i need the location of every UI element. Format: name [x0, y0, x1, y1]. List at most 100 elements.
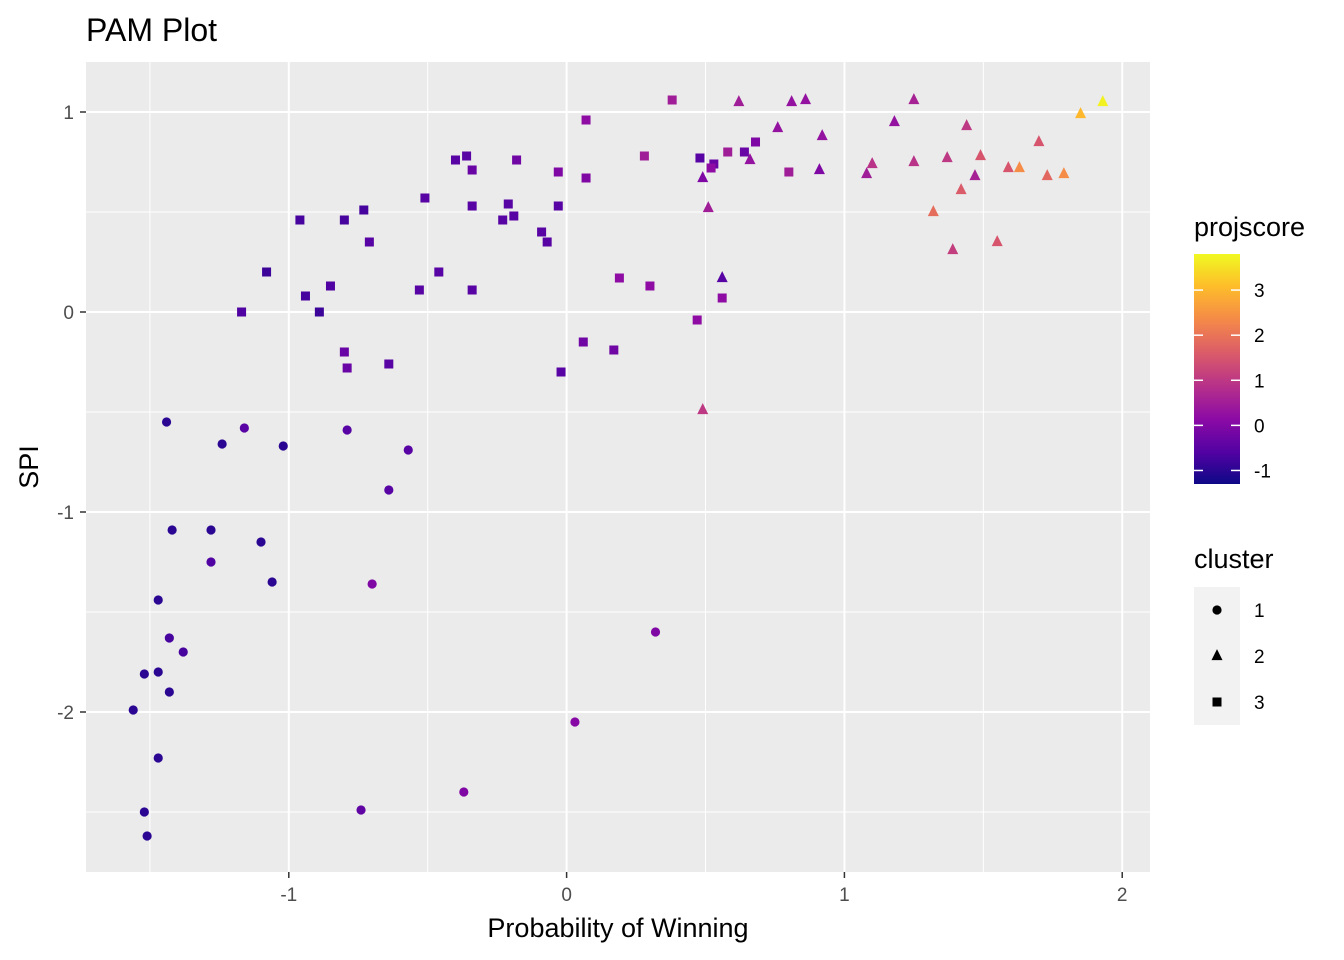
point-cluster-1 [570, 717, 580, 727]
point-cluster-3 [462, 151, 472, 161]
point-cluster-2 [861, 167, 873, 179]
x-tick-label: 1 [839, 885, 850, 906]
point-cluster-2 [888, 115, 900, 127]
point-cluster-3 [503, 199, 513, 209]
point-cluster-1 [356, 805, 366, 815]
point-cluster-2 [744, 153, 756, 165]
point-cluster-3 [498, 215, 508, 225]
point-cluster-2 [908, 155, 920, 167]
point-cluster-3 [614, 273, 624, 283]
point-cluster-3 [420, 193, 430, 203]
point-cluster-1 [459, 787, 469, 797]
point-cluster-3 [581, 115, 591, 125]
point-cluster-2 [941, 151, 953, 163]
shape-legend-label: 3 [1254, 693, 1265, 714]
point-cluster-3 [295, 215, 305, 225]
colorbar-tick-label: 2 [1254, 326, 1265, 347]
legend-key-circle [1212, 605, 1222, 615]
point-cluster-2 [1097, 95, 1109, 107]
point-cluster-2 [800, 93, 812, 105]
point-cluster-3 [609, 345, 619, 355]
point-cluster-1 [167, 525, 177, 535]
point-cluster-1 [161, 417, 172, 427]
point-cluster-2 [697, 171, 709, 183]
point-cluster-3 [414, 285, 424, 295]
point-cluster-3 [553, 167, 563, 177]
point-cluster-1 [153, 667, 163, 677]
point-cluster-2 [908, 93, 920, 105]
point-cluster-2 [702, 201, 714, 213]
colorbar-ticks: 3 2 1 0 -1 [1194, 281, 1271, 482]
point-cluster-3 [509, 211, 519, 221]
point-cluster-1 [256, 537, 266, 547]
point-cluster-1 [142, 831, 152, 841]
point-cluster-2 [991, 235, 1003, 247]
point-cluster-3 [695, 153, 705, 163]
point-cluster-2 [955, 183, 967, 195]
gridlines [86, 62, 1150, 872]
point-cluster-1 [367, 579, 377, 589]
point-cluster-3 [751, 137, 761, 147]
point-cluster-3 [384, 359, 394, 369]
point-cluster-2 [866, 157, 878, 169]
point-cluster-3 [542, 237, 552, 247]
point-cluster-3 [553, 201, 563, 211]
y-tick-label: -1 [57, 503, 74, 524]
x-tick-label: 0 [561, 885, 572, 906]
y-axis-title: SPI [14, 445, 44, 489]
point-cluster-1 [128, 705, 138, 715]
point-cluster-1 [239, 423, 249, 433]
point-cluster-3 [339, 215, 349, 225]
shape-legend: cluster 1 2 3 [1194, 544, 1274, 725]
point-cluster-3 [342, 363, 352, 373]
point-cluster-2 [716, 271, 728, 283]
point-cluster-2 [816, 129, 828, 141]
point-cluster-2 [1033, 135, 1045, 147]
point-cluster-1 [206, 525, 216, 535]
colorbar [1194, 254, 1240, 484]
point-cluster-2 [1013, 161, 1025, 173]
point-cluster-3 [450, 155, 460, 165]
point-cluster-1 [342, 425, 352, 435]
point-cluster-3 [359, 205, 369, 215]
point-cluster-3 [467, 285, 477, 295]
point-cluster-2 [1041, 169, 1053, 181]
point-cluster-1 [164, 687, 174, 697]
point-cluster-2 [961, 119, 973, 131]
point-cluster-2 [697, 403, 709, 415]
y-tick-label: -2 [57, 703, 74, 724]
color-legend: projscore 3 2 1 0 -1 [1194, 212, 1305, 484]
point-cluster-1 [139, 807, 149, 817]
point-cluster-2 [1075, 107, 1087, 119]
point-cluster-3 [645, 281, 655, 291]
point-cluster-3 [467, 165, 477, 175]
point-cluster-2 [786, 95, 798, 107]
point-cluster-2 [969, 169, 981, 181]
point-cluster-3 [314, 307, 324, 317]
point-cluster-3 [639, 151, 649, 161]
point-cluster-3 [692, 315, 702, 325]
legend-key-triangle [1211, 649, 1223, 661]
point-cluster-1 [206, 557, 216, 567]
point-cluster-3 [364, 237, 374, 247]
colorbar-tick-label: -1 [1254, 461, 1271, 482]
point-cluster-1 [278, 441, 288, 451]
point-cluster-3 [262, 267, 272, 277]
point-cluster-3 [467, 201, 477, 211]
colorbar-tick-label: 3 [1254, 281, 1265, 302]
legend-key-square [1212, 697, 1222, 707]
point-cluster-3 [706, 163, 716, 173]
point-cluster-3 [556, 367, 566, 377]
shape-legend-label: 1 [1254, 601, 1265, 622]
point-cluster-3 [581, 173, 591, 183]
point-cluster-3 [723, 147, 733, 157]
shape-legend-label: 2 [1254, 647, 1265, 668]
shape-legend-title: cluster [1194, 544, 1274, 574]
chart-title: PAM Plot [86, 12, 217, 48]
x-tick-label: 2 [1117, 885, 1128, 906]
point-cluster-3 [739, 147, 749, 157]
point-cluster-3 [237, 307, 247, 317]
point-cluster-3 [339, 347, 349, 357]
color-legend-title: projscore [1194, 212, 1305, 242]
